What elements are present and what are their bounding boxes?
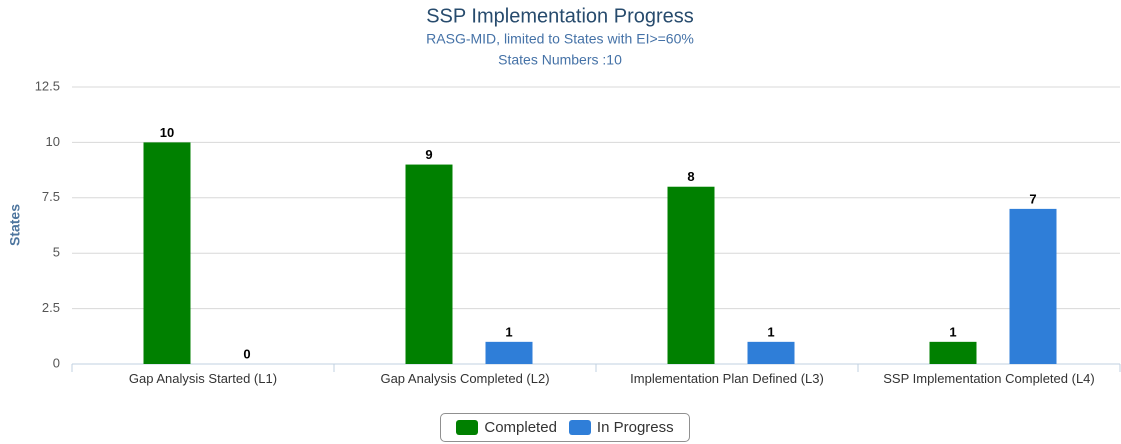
x-tick-label: Gap Analysis Completed (L2) [380,371,550,386]
y-axis-title: States [7,204,23,246]
bar [143,142,191,364]
legend-item: Completed [456,419,557,436]
y-tick-label: 12.5 [35,78,60,93]
legend-label: Completed [484,419,557,436]
legend-label: In Progress [596,419,674,436]
y-tick-label: 0 [53,355,60,370]
bar [405,164,453,364]
y-tick-label: 5 [53,245,60,260]
chart-subtitle: States Numbers :10 [498,52,622,68]
data-label: 0 [243,346,250,361]
data-label: 7 [1029,191,1036,206]
bar [747,341,795,364]
y-tick-label: 10 [46,134,60,149]
x-tick-label: Gap Analysis Started (L1) [128,371,278,386]
bar [929,341,977,364]
bar [667,186,715,364]
bar [485,341,533,364]
chart-title: SSP Implementation Progress [426,5,694,27]
legend-swatch [456,420,479,435]
legend-swatch [568,420,591,435]
data-label: 1 [767,324,774,339]
data-label: 1 [949,324,956,339]
legend-item: In Progress [568,419,674,436]
chart-subtitle: RASG-MID, limited to States with EI>=60% [426,31,694,47]
data-label: 9 [425,147,432,162]
x-tick-label: Implementation Plan Defined (L3) [630,371,824,386]
data-label: 10 [160,125,174,140]
bar [1009,208,1057,364]
data-label: 1 [505,324,512,339]
data-label: 8 [687,169,694,184]
y-tick-label: 7.5 [42,189,60,204]
y-tick-label: 2.5 [42,300,60,315]
legend: Completed In Progress [440,413,690,442]
x-tick-label: SSP Implementation Completed (L4) [883,371,1095,386]
